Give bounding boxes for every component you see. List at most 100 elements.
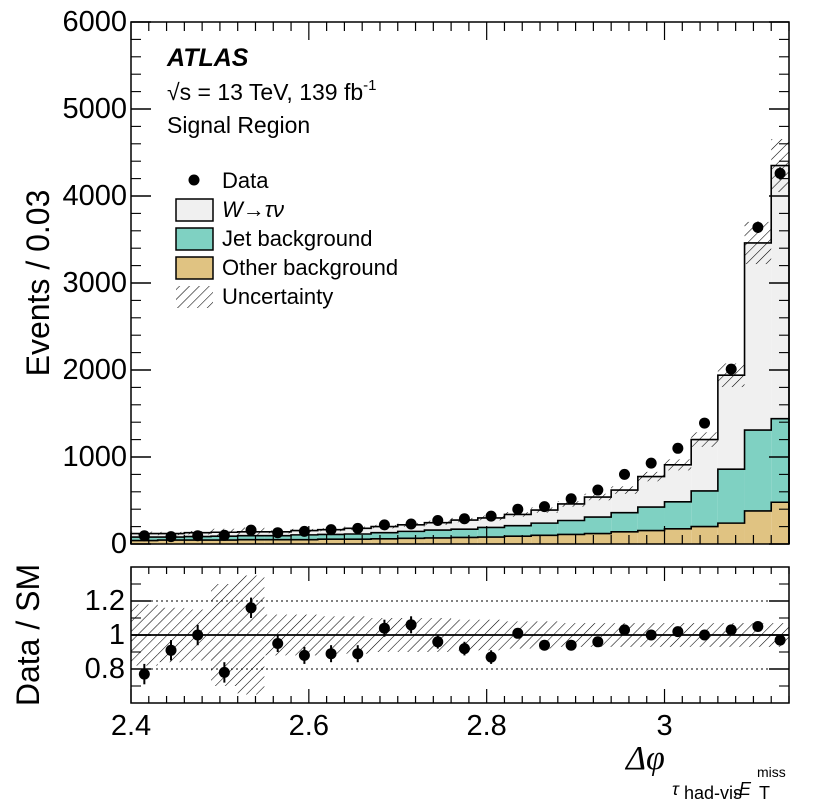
bar-jetbackground-13: [477, 527, 505, 538]
bar-jetbackground-17: [584, 517, 612, 534]
x-axis-label-tau: τ: [672, 779, 680, 799]
bar-w-17: [584, 497, 612, 518]
bar-w-13: [477, 517, 505, 528]
x-tick-label-1: 2.6: [289, 710, 329, 742]
x-axis-label-t: T: [759, 783, 770, 801]
bar-otherbackground-19: [637, 530, 665, 544]
legend: Data W→τν Jet background Other backgroun…: [175, 168, 398, 309]
ratio-y-tick-label-1: 1: [109, 619, 125, 651]
x-axis-label-main: Δφ: [624, 740, 665, 777]
ratio-point-8: [352, 648, 364, 660]
ratio-point-6: [298, 649, 310, 661]
ratio-point-7: [325, 648, 337, 660]
data-point-9: [378, 519, 390, 531]
ratio-point-23: [752, 621, 764, 632]
bar-w-23: [744, 242, 772, 431]
data-point-15: [538, 501, 550, 513]
ratio-point-22: [725, 624, 737, 636]
ratio-point-17: [592, 636, 604, 648]
uncertainty-bin-22: [717, 363, 745, 388]
ratio-axis-ticks: 0.811.2 2.4 2.6 2.8 3: [85, 567, 790, 742]
bar-otherbackground-20: [664, 528, 692, 544]
y-tick-label-0: 0: [111, 528, 127, 560]
bar-w-14: [504, 514, 532, 526]
ratio-point-24: [774, 634, 786, 646]
legend-data-marker: [188, 174, 200, 186]
legend-signal-label: W→τν: [222, 197, 284, 222]
bar-w-15: [531, 510, 558, 524]
bar-otherbackground-18: [611, 531, 638, 544]
bar-jetbackground-22: [717, 469, 745, 524]
data-point-20: [672, 442, 684, 454]
y-tick-label-3: 3000: [62, 267, 127, 299]
bar-w-16: [557, 503, 585, 521]
uncertainty-bin-17: [584, 493, 612, 501]
bar-otherbackground-11: [424, 537, 452, 544]
bar-otherbackground-16: [557, 534, 585, 544]
data-point-0: [138, 530, 150, 542]
energy-lumi-label: √s = 13 TeV, 139 fb-1: [167, 77, 376, 105]
bar-otherbackground-3: [211, 540, 238, 544]
stacked-histogram: [130, 164, 790, 544]
ratio-point-11: [432, 636, 444, 648]
bar-w-19: [637, 476, 665, 508]
region-label: Signal Region: [167, 112, 310, 138]
bar-otherbackground-15: [531, 535, 558, 544]
legend-other-label: Other background: [222, 255, 398, 280]
ratio-point-10: [405, 619, 417, 631]
legend-signal-swatch: [175, 198, 214, 222]
bar-w-11: [424, 522, 452, 531]
ratio-y-tick-label-2: 1.2: [85, 585, 125, 617]
legend-unc-label: Uncertainty: [222, 284, 333, 309]
bar-w-22: [717, 375, 745, 470]
x-tick-label-0: 2.4: [111, 710, 151, 742]
bar-otherbackground-7: [317, 539, 345, 544]
ratio-point-14: [512, 627, 524, 639]
bar-otherbackground-12: [451, 537, 478, 544]
x-tick-label-3: 3: [656, 710, 672, 742]
data-point-18: [619, 468, 630, 480]
legend-other-swatch: [175, 256, 214, 280]
bar-otherbackground-6: [291, 539, 318, 544]
data-point-23: [752, 221, 764, 233]
data-point-22: [725, 363, 737, 375]
bar-jetbackground-15: [531, 523, 558, 536]
data-point-3: [218, 529, 230, 541]
bar-jetbackground-9: [371, 532, 398, 539]
ratio-point-13: [485, 651, 497, 663]
bar-w-21: [691, 439, 718, 491]
bar-otherbackground-13: [477, 537, 505, 544]
ratio-y-axis-label: Data / SM: [10, 564, 46, 706]
ratio-uncertainty-band: [131, 575, 789, 695]
x-tick-label-2: 2.8: [467, 710, 507, 742]
ratio-y-tick-label-0: 0.8: [85, 653, 125, 685]
data-point-2: [192, 530, 204, 542]
ratio-point-16: [565, 639, 577, 651]
ratio-point-0: [138, 668, 150, 680]
bar-jetbackground-24: [771, 418, 789, 503]
data-points: [138, 167, 786, 543]
bar-otherbackground-8: [344, 539, 372, 544]
bar-otherbackground-23: [744, 510, 772, 544]
ratio-point-1: [165, 644, 177, 656]
y-tick-label-6: 6000: [62, 6, 127, 38]
bar-otherbackground-14: [504, 536, 532, 544]
atlas-label: ATLAS: [166, 44, 249, 72]
data-point-17: [592, 484, 604, 496]
uncertainty-bin-18: [611, 486, 638, 494]
data-point-1: [165, 531, 177, 543]
bar-jetbackground-19: [637, 507, 665, 531]
bar-otherbackground-21: [691, 526, 718, 544]
uncertainty-bin-19: [637, 471, 665, 482]
ratio-point-2: [192, 629, 204, 641]
bar-jetbackground-14: [504, 525, 532, 537]
data-point-10: [405, 518, 417, 530]
data-point-6: [298, 525, 310, 537]
data-point-12: [458, 513, 470, 525]
ratio-point-20: [672, 626, 684, 638]
y-axis-label: Events / 0.03: [20, 190, 56, 377]
x-axis-label: Δφ τ had-vis ,E T miss: [624, 740, 786, 801]
bar-jetbackground-10: [397, 531, 425, 539]
bar-otherbackground-4: [237, 539, 265, 544]
